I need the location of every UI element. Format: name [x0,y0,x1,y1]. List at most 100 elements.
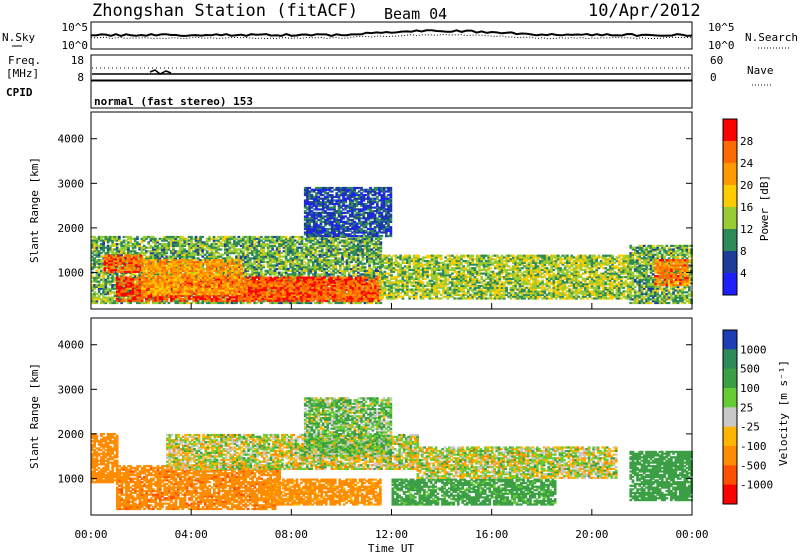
heatmap-cell [109,281,112,283]
heatmap-cell [172,236,175,238]
heatmap-cell [147,247,150,249]
power-heatmap [91,187,693,304]
heatmap-cell [235,256,238,258]
heatmap-cell [168,256,171,258]
heatmap-cell [100,298,103,300]
heatmap-cell [100,259,103,261]
heatmap-cell [129,250,132,252]
heatmap-cell [222,236,225,238]
heatmap-cell [242,243,245,245]
heatmap-cell [138,252,141,254]
plot-canvas: Zhongshan Station (fitACF) Beam 04 10/Ap… [0,0,800,554]
heatmap-cell [197,257,200,259]
heatmap-cell [188,240,191,242]
heatmap-cell [114,277,117,279]
heatmap-cell [168,236,171,238]
heatmap-cell [177,236,180,238]
nsearch-label: N.Search [745,31,798,44]
heatmap-cell [109,288,112,290]
heatmap-cell [114,248,117,250]
heatmap-cell [256,302,259,304]
heatmap-cell [210,238,213,240]
heatmap-cell [136,236,139,238]
heatmap-cell [114,236,117,238]
heatmap-cell [109,277,112,279]
heatmap-cell [192,238,195,240]
freq-label: Freq. [8,54,41,67]
heatmap-cell [201,256,204,258]
heatmap-cell [150,245,153,247]
heatmap-cell [256,245,259,247]
heatmap-cell [226,248,229,250]
heatmap-cell [206,256,209,258]
heatmap-cell [217,236,220,238]
heatmap-cell [105,236,108,238]
heatmap-cell [217,245,220,247]
heatmap-cell [105,252,108,254]
heatmap-cell [181,302,184,304]
heatmap-cell [177,250,180,252]
heatmap-cell [197,238,200,240]
heatmap-cell [105,297,108,299]
heatmap-cell [240,238,243,240]
heatmap-cell [96,284,99,286]
freq-frame [91,55,692,80]
heatmap-cell [217,256,220,258]
heatmap-cell [163,236,166,238]
heatmap-cell [201,236,204,238]
heatmap-cell [129,245,132,247]
heatmap-cell [260,264,263,266]
heatmap-cell [147,250,150,252]
heatmap-cell [96,293,99,295]
heatmap-cell [183,248,186,250]
heatmap-cell [235,241,238,243]
heatmap-cell [120,297,123,299]
heatmap-cell [118,248,121,250]
heatmap-cell [147,236,150,238]
heatmap-cell [147,241,150,243]
heatmap-cell [231,236,234,238]
heatmap-cell [251,257,254,259]
heatmap-cell [242,236,245,238]
heatmap-cell [192,243,195,245]
heatmap-cell [217,240,220,242]
heatmap-cell [150,236,153,238]
nsky-trace [91,30,692,36]
heatmap-cell [231,250,234,252]
nsky-tick-bottom: 10^0 [62,39,89,52]
heatmap-cell [260,240,263,242]
heatmap-cell [118,236,121,238]
heatmap-cell [114,300,117,302]
heatmap-cell [100,284,103,286]
nsky-label: N.Sky [2,31,35,44]
heatmap-cell [242,250,245,252]
heatmap-cell [181,236,184,238]
heatmap-cell [177,240,180,242]
nave-label: Nave [747,64,774,77]
heatmap-cell [235,238,238,240]
heatmap-cell [210,243,213,245]
heatmap-cell [181,243,184,245]
heatmap-cell [213,302,216,304]
heatmap-cell [143,245,146,247]
date-label: 10/Apr/2012 [588,1,701,21]
heatmap-cell [100,252,103,254]
heatmap-cell [134,250,137,252]
heatmap-cell [235,248,238,250]
freq-unit-label: [MHz] [6,67,39,80]
heatmap-cell [206,238,209,240]
heatmap-cell [138,243,141,245]
heatmap-cell [114,243,117,245]
heatmap-cell [217,252,220,254]
heatmap-cell [168,302,171,304]
heatmap-cell [147,256,150,258]
station-title: Zhongshan Station (fitACF) [92,1,358,21]
heatmap-cell [256,241,259,243]
heatmap-cell [120,241,123,243]
radar-summary-plot: Zhongshan Station (fitACF) Beam 04 10/Ap… [0,0,800,554]
heatmap-cell [150,250,153,252]
heatmap-cell [125,236,128,238]
heatmap-cell [251,236,254,238]
cpid-label: CPID [6,86,33,99]
heatmap-cell [143,236,146,238]
